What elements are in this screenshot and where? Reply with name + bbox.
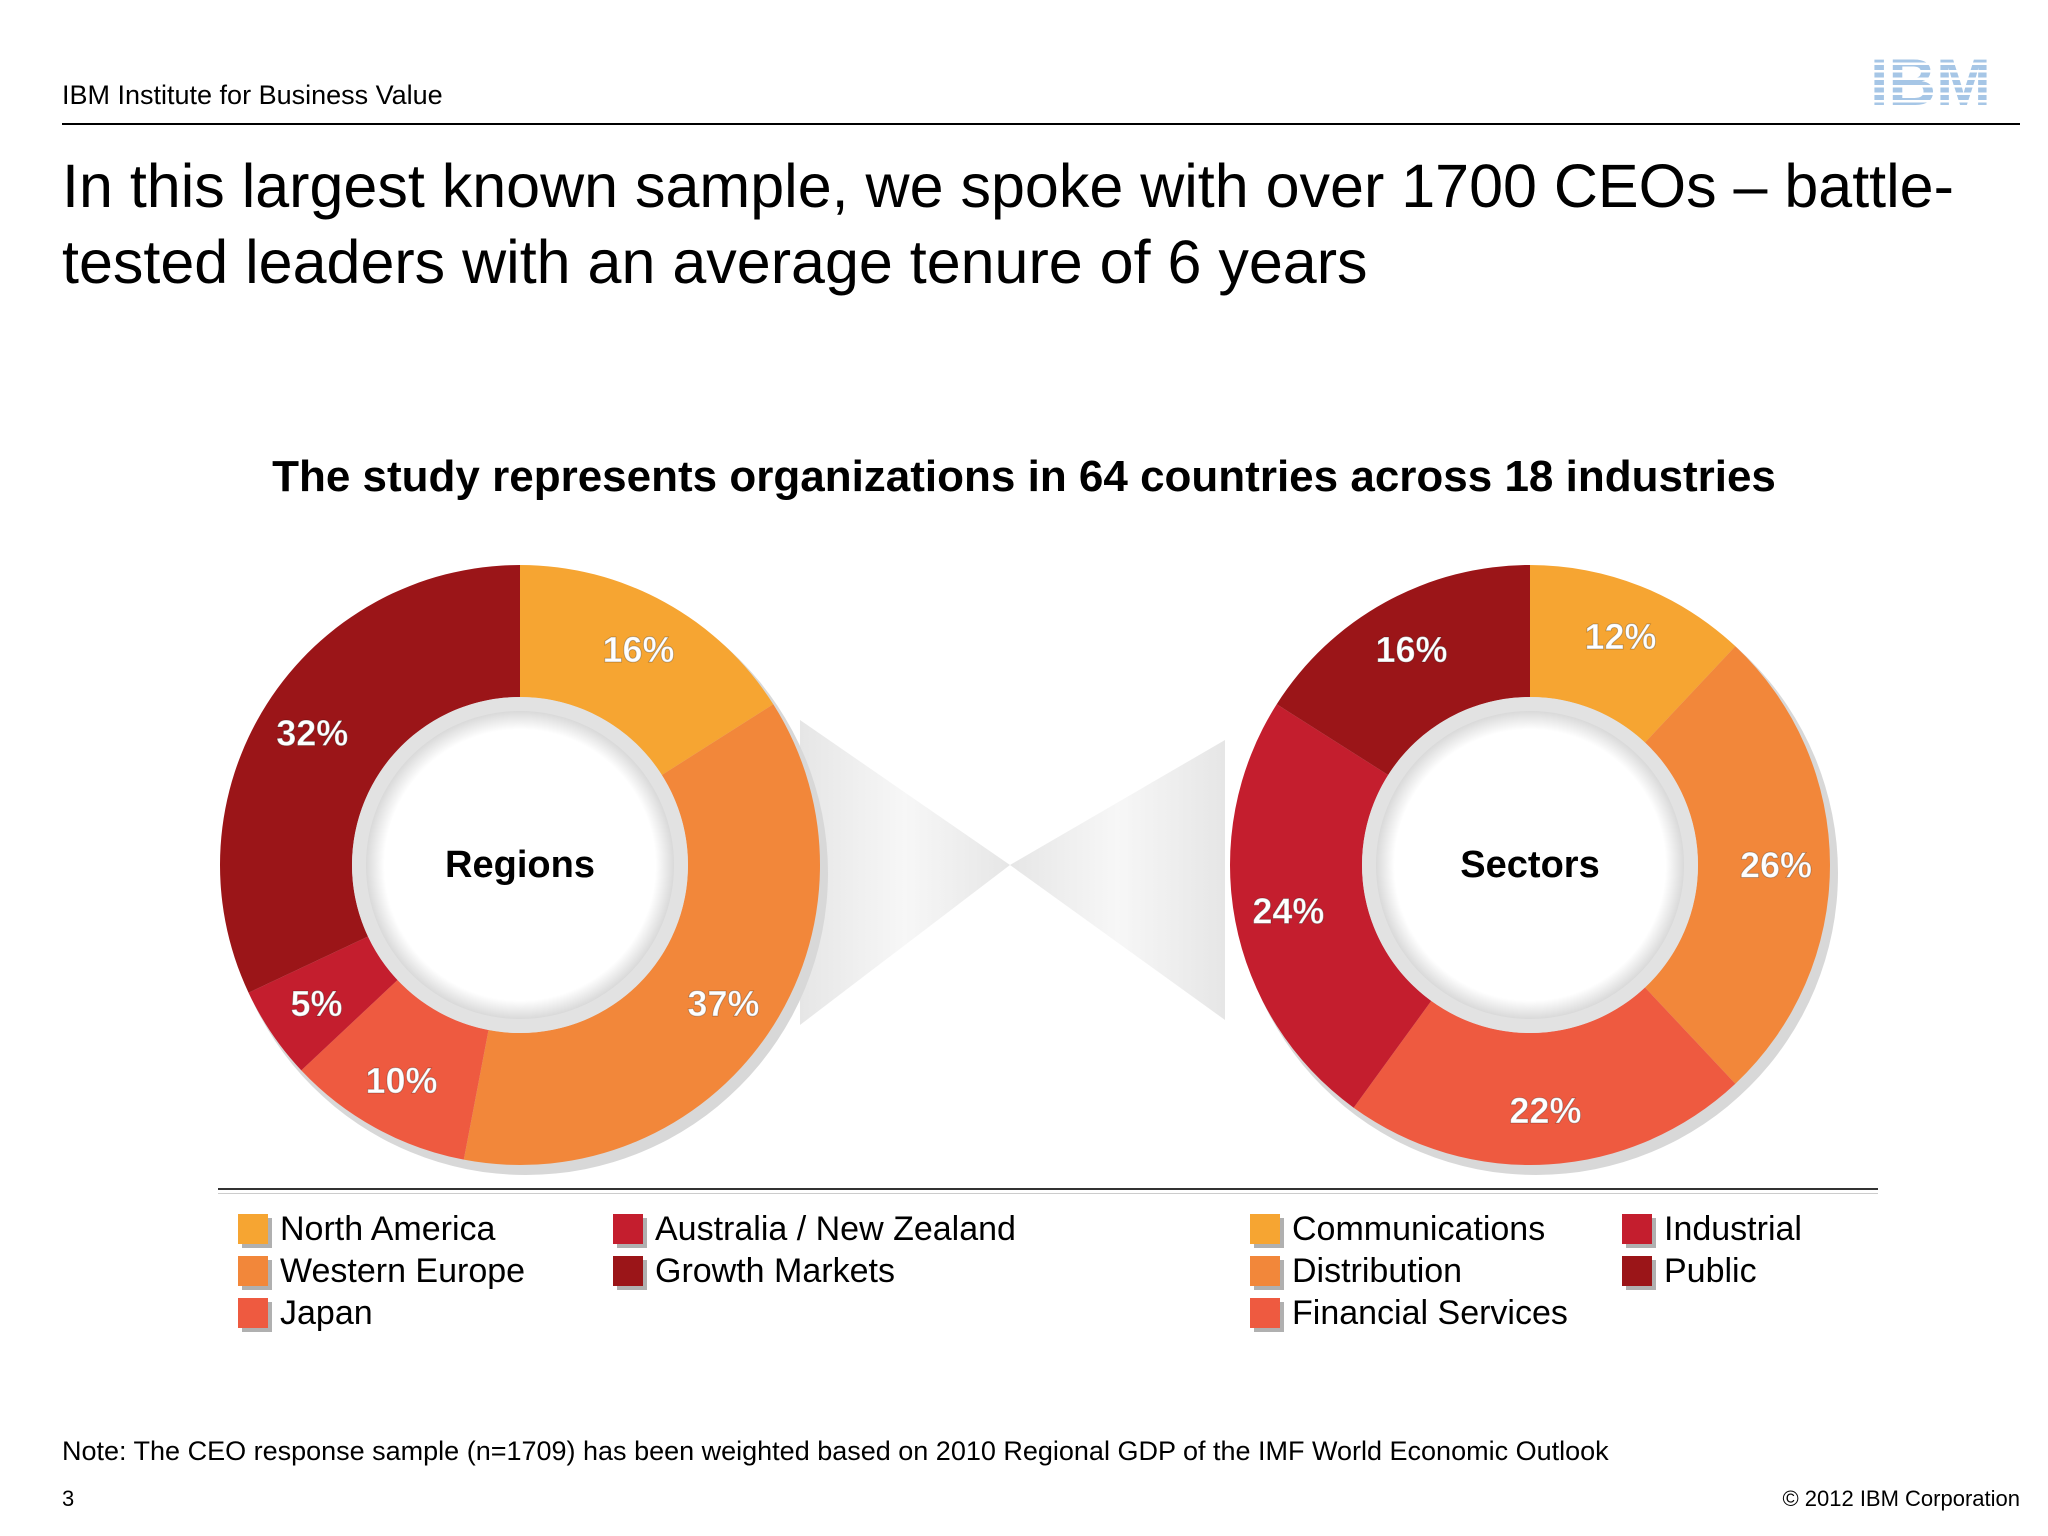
donut-center-label: Sectors: [1460, 844, 1599, 886]
svg-text:IBM: IBM: [1870, 50, 1991, 110]
header-rule: [62, 123, 2020, 125]
data-label-western-europe: 37%: [687, 983, 759, 1024]
legend-label: Growth Markets: [655, 1251, 895, 1290]
slice-australia-new-zealand: [248, 936, 398, 1071]
sectors-legend: Communications Distribution Financial Serv…: [1250, 1208, 1882, 1334]
legend-swatch: [1250, 1298, 1280, 1328]
legend-item-north-america: North America: [238, 1208, 613, 1250]
legend-swatch: [238, 1214, 268, 1244]
regions-legend: North America Western Europe Japan Australi…: [238, 1208, 1033, 1334]
legend-swatch: [613, 1256, 643, 1286]
slice-japan: [301, 980, 489, 1160]
data-label-japan: 10%: [365, 1060, 437, 1101]
donut-hole: [1376, 711, 1684, 1019]
header-org-name: IBM Institute for Business Value: [62, 80, 443, 110]
charts-svg: 16% 37% 10% 5% 32% Regions 12% 26% 22% 24% 16% Sec…: [219, 565, 1838, 1175]
legend-label: Communications: [1292, 1209, 1546, 1248]
legend-label: Western Europe: [280, 1251, 526, 1290]
chart-subtitle: The study represents organizations in 64…: [272, 452, 1776, 501]
slice-western-europe: [463, 704, 821, 1165]
slide-title: In this largest known sample, we spoke w…: [62, 152, 1954, 296]
slice-public: [1276, 565, 1530, 775]
slice-growth-markets: [219, 565, 521, 993]
legend-item-industrial: Industrial: [1622, 1208, 1882, 1250]
legend-item-financial-services: Financial Services: [1250, 1292, 1622, 1334]
legend-label: Public: [1664, 1251, 1757, 1290]
legend-divider: [218, 1188, 1878, 1190]
legend-item-western-europe: Western Europe: [238, 1250, 613, 1292]
connector-right: [1010, 740, 1225, 1020]
donut-center-label: Regions: [445, 844, 595, 886]
ibm-logo: IBM: [1868, 45, 2018, 119]
data-label-financial-services: 22%: [1509, 1090, 1581, 1131]
data-label-australia-new-zealand: 5%: [291, 983, 343, 1024]
page-number: 3: [62, 1486, 75, 1511]
legend-item-public: Public: [1622, 1250, 1882, 1292]
legend-label: Distribution: [1292, 1251, 1463, 1290]
legend-item-japan: Japan: [238, 1292, 613, 1334]
legend-swatch: [1622, 1256, 1652, 1286]
legend-label: Australia / New Zealand: [655, 1209, 1016, 1248]
copyright: © 2012 IBM Corporation: [1782, 1486, 2020, 1511]
legend-label: North America: [280, 1209, 496, 1248]
data-label-communications: 12%: [1585, 616, 1657, 657]
donut-charts: 16% 37% 10% 5% 32% Regions 12% 26% 22% 24% 16% Sec…: [0, 520, 2048, 1220]
legend-label: Industrial: [1664, 1209, 1802, 1248]
slice-distribution: [1645, 646, 1831, 1084]
connector-left: [800, 720, 1010, 1025]
legend-swatch: [613, 1214, 643, 1244]
legend-swatch: [1250, 1214, 1280, 1244]
legend-swatch: [238, 1298, 268, 1328]
data-label-distribution: 26%: [1740, 845, 1812, 886]
data-label-industrial: 24%: [1252, 891, 1324, 932]
legend-item-australia-new-zealand: Australia / New Zealand: [613, 1208, 1033, 1250]
data-label-growth-markets: 32%: [276, 713, 348, 754]
slice-industrial: [1230, 704, 1432, 1108]
legend-item-distribution: Distribution: [1250, 1250, 1622, 1292]
legend-divider-shadow: [218, 1193, 1878, 1194]
legend-swatch: [238, 1256, 268, 1286]
slice-communications: [1530, 565, 1736, 743]
slice-north-america: [520, 565, 774, 775]
footnote: Note: The CEO response sample (n=1709) h…: [62, 1436, 1609, 1466]
sectors-donut: 12% 26% 22% 24% 16% Sectors: [1230, 565, 1838, 1175]
data-label-public: 16%: [1375, 629, 1447, 670]
legend-item-communications: Communications: [1250, 1208, 1622, 1250]
legend-item-growth-markets: Growth Markets: [613, 1250, 1033, 1292]
legend-swatch: [1250, 1256, 1280, 1286]
legend-swatch: [1622, 1214, 1652, 1244]
donut-hole: [366, 711, 674, 1019]
slice-financial-services: [1353, 987, 1736, 1165]
regions-donut: 16% 37% 10% 5% 32% Regions: [219, 565, 828, 1175]
data-label-north-america: 16%: [602, 629, 674, 670]
legend-label: Financial Services: [1292, 1293, 1568, 1332]
legend-label: Japan: [280, 1293, 373, 1332]
